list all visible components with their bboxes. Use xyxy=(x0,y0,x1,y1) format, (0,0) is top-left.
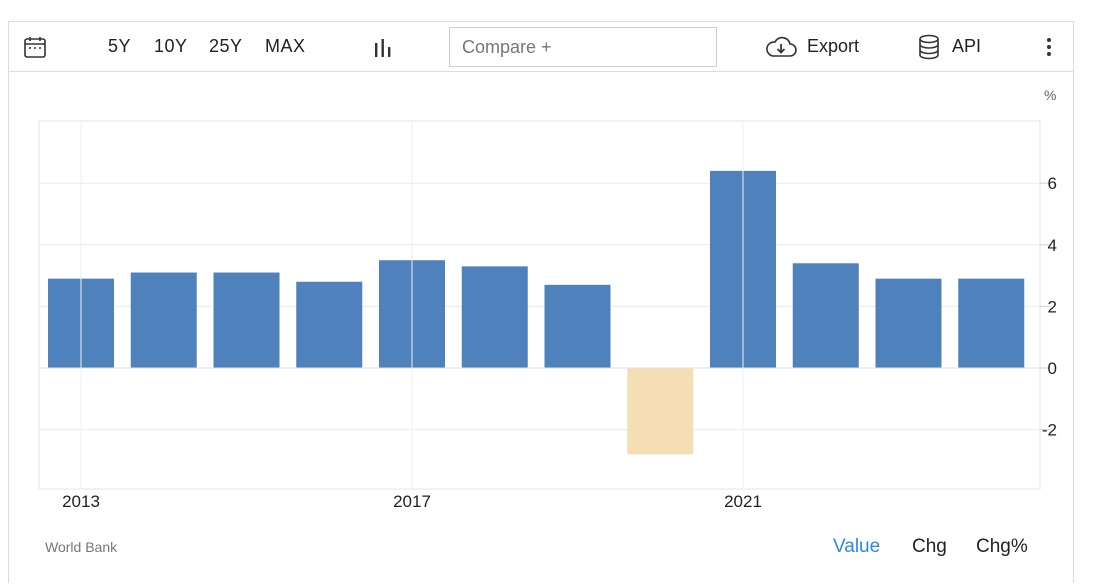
source-label: World Bank xyxy=(45,539,118,555)
x-tick-label: 2013 xyxy=(62,492,100,511)
range-5y-button[interactable]: 5Y xyxy=(108,36,132,56)
compare-input[interactable] xyxy=(449,27,717,67)
bar-2018[interactable] xyxy=(461,266,528,368)
bar-2023[interactable] xyxy=(875,278,942,368)
x-tick-label: 2017 xyxy=(393,492,431,511)
bar-2022[interactable] xyxy=(792,263,859,368)
bar-chart-icon[interactable] xyxy=(373,37,393,59)
cloud-download-icon[interactable] xyxy=(765,36,797,58)
bar-2016[interactable] xyxy=(296,281,363,368)
export-button[interactable]: Export xyxy=(807,36,860,56)
mode-chgpct-button[interactable]: Chg% xyxy=(976,536,1028,557)
range-max-button[interactable]: MAX xyxy=(265,36,306,56)
mode-value-button[interactable]: Value xyxy=(833,536,881,557)
plot-area xyxy=(38,120,1041,490)
bar-2024[interactable] xyxy=(958,278,1025,368)
mode-chg-button[interactable]: Chg xyxy=(912,536,947,557)
bar-2015[interactable] xyxy=(213,272,280,368)
y-tick-label: 2 xyxy=(1048,297,1057,316)
api-button[interactable]: API xyxy=(952,36,982,56)
y-tick-label: 6 xyxy=(1048,174,1057,193)
database-icon[interactable] xyxy=(918,34,940,60)
chart-toolbar: 5Y 10Y 25Y MAX Export API xyxy=(8,21,1074,72)
range-10y-button[interactable]: 10Y xyxy=(154,36,188,56)
y-tick-label: 4 xyxy=(1048,236,1057,255)
range-25y-button[interactable]: 25Y xyxy=(209,36,243,56)
kebab-menu-icon[interactable] xyxy=(1045,37,1053,57)
y-tick-label: 0 xyxy=(1048,359,1057,378)
bar-2014[interactable] xyxy=(130,272,197,368)
bar-2020[interactable] xyxy=(627,368,694,455)
calendar-icon[interactable] xyxy=(23,35,47,59)
bar-2019[interactable] xyxy=(544,284,611,368)
x-tick-label: 2021 xyxy=(724,492,762,511)
y-tick-label: -2 xyxy=(1042,421,1057,440)
y-axis-unit: % xyxy=(1044,87,1057,103)
